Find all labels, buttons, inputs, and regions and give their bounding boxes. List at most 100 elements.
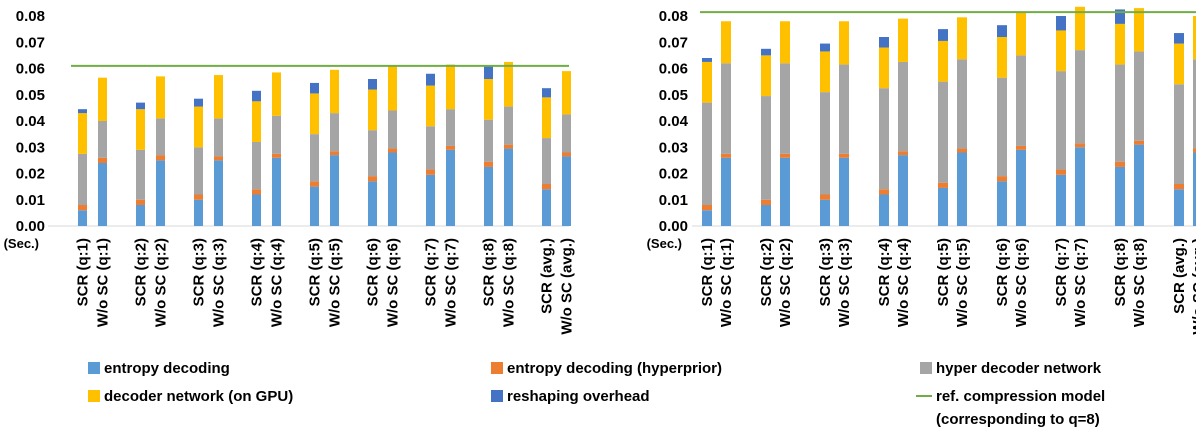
bar-segment-hyper-decoder-network — [562, 114, 571, 153]
bar-segment-reshaping-overhead — [368, 79, 377, 90]
bar-segment-entropy-decoding — [446, 149, 455, 226]
bar-segment-decoder-network — [839, 21, 849, 65]
bar-segment-entropy-hyperprior — [1115, 161, 1125, 167]
y-tick-label: 0.06 — [659, 61, 688, 78]
x-category-label: W/o SC (q:2) — [153, 238, 170, 327]
bar-segment-decoder-network — [368, 89, 377, 131]
bar-segment-entropy-hyperprior — [214, 156, 223, 161]
bar-segment-reshaping-overhead — [761, 48, 771, 56]
bar-segment-decoder-network — [938, 40, 948, 82]
bar-segment-entropy-decoding — [898, 155, 908, 226]
y-tick-label: 0.05 — [16, 87, 45, 104]
bar-segment-hyper-decoder-network — [252, 142, 261, 190]
bar-segment-decoder-network — [136, 109, 145, 150]
legend-swatch-hyper-decoder-network — [920, 362, 932, 374]
legend-label-ref-line: ref. compression model — [936, 388, 1105, 405]
bar-segment-decoder-network — [1193, 16, 1196, 60]
x-category-label: SCR (q:1) — [699, 238, 716, 306]
bar-segment-reshaping-overhead — [136, 102, 145, 110]
bar-segment-entropy-hyperprior — [1075, 143, 1085, 148]
bar-segment-hyper-decoder-network — [761, 96, 771, 200]
bar-segment-entropy-decoding — [542, 189, 551, 226]
y-tick-label: 0.05 — [659, 87, 688, 104]
bar-segment-entropy-hyperprior — [761, 199, 771, 205]
y-tick-label: 0.08 — [659, 8, 688, 25]
bar-segment-reshaping-overhead — [1174, 33, 1184, 44]
x-category-label: SCR (q:6) — [365, 238, 382, 306]
bar-segment-entropy-hyperprior — [702, 205, 712, 211]
bar-segment-reshaping-overhead — [484, 65, 493, 79]
bar-segment-decoder-network — [898, 18, 908, 62]
bar-segment-entropy-decoding — [1075, 147, 1085, 226]
bar-segment-entropy-decoding — [562, 156, 571, 226]
bar-segment-entropy-decoding — [879, 194, 889, 226]
bar-segment-entropy-hyperprior — [997, 176, 1007, 182]
bar-segment-decoder-network — [997, 37, 1007, 78]
bar-segment-entropy-decoding — [504, 148, 513, 226]
bar-segment-entropy-hyperprior — [310, 181, 319, 187]
bar-segment-decoder-network — [78, 113, 87, 154]
bar-segment-entropy-decoding — [702, 210, 712, 226]
bar-segment-hyper-decoder-network — [504, 106, 513, 145]
bar-segment-hyper-decoder-network — [194, 147, 203, 195]
bar-segment-hyper-decoder-network — [484, 119, 493, 162]
y-tick-label: 0.03 — [659, 139, 688, 156]
bar-segment-entropy-decoding — [1193, 152, 1196, 226]
bar-segment-entropy-hyperprior — [446, 145, 455, 150]
x-category-label: SCR (q:3) — [191, 238, 208, 306]
legend-label-entropy-hyperprior: entropy decoding (hyperprior) — [507, 360, 722, 377]
bar-segment-entropy-hyperprior — [1016, 145, 1026, 150]
bar-segment-decoder-network — [562, 71, 571, 115]
x-category-label: W/o SC (q:3) — [836, 238, 853, 327]
bar-segment-reshaping-overhead — [542, 88, 551, 98]
bar-segment-entropy-decoding — [1056, 174, 1066, 226]
x-category-label: SCR (q:7) — [423, 238, 440, 306]
bar-segment-decoder-network — [484, 79, 493, 120]
bar-segment-entropy-decoding — [388, 152, 397, 226]
legend-swatch-entropy-hyperprior — [491, 362, 503, 374]
y-tick-label: 0.07 — [16, 34, 45, 51]
bar-segment-entropy-hyperprior — [820, 194, 830, 200]
bar-segment-decoder-network — [1075, 6, 1085, 51]
right-chart-panel: 0.00 0.01 0.02 0.03 0.04 0.05 0.06 0.07 0.08 (Sec… — [647, 6, 1196, 335]
bar-segment-entropy-hyperprior — [272, 153, 281, 158]
bar-segment-entropy-decoding — [368, 181, 377, 226]
x-category-label: SCR (avg.) — [1171, 238, 1188, 314]
bar-segment-reshaping-overhead — [252, 90, 261, 102]
y-tick-label: 0.02 — [659, 166, 688, 183]
y-tick-label: 0.04 — [659, 113, 689, 130]
bar-segment-entropy-hyperprior — [1134, 140, 1144, 145]
bar-segment-entropy-hyperprior — [368, 176, 377, 182]
x-category-label: SCR (q:4) — [876, 238, 893, 306]
bar-segment-hyper-decoder-network — [136, 149, 145, 200]
y-tick-label: 0.06 — [16, 61, 45, 78]
bar-segment-entropy-hyperprior — [1174, 184, 1184, 190]
bar-segment-decoder-network — [1134, 8, 1144, 52]
bar-segment-reshaping-overhead — [78, 109, 87, 114]
bar-segment-hyper-decoder-network — [997, 77, 1007, 177]
bar-segment-decoder-network — [780, 21, 790, 64]
bar-segment-hyper-decoder-network — [780, 63, 790, 154]
bar-segment-entropy-decoding — [330, 155, 339, 226]
bar-segment-reshaping-overhead — [1056, 16, 1066, 31]
x-category-label: W/o SC (q:5) — [954, 238, 971, 327]
bar-segment-hyper-decoder-network — [98, 121, 107, 158]
bar-segment-reshaping-overhead — [997, 25, 1007, 37]
bar-segment-hyper-decoder-network — [957, 59, 967, 149]
legend-label-decoder-network: decoder network (on GPU) — [104, 388, 293, 405]
bar-segment-entropy-decoding — [1016, 149, 1026, 226]
bar-segment-entropy-decoding — [98, 163, 107, 226]
x-category-label: W/o SC (q:6) — [385, 238, 402, 327]
bar-segment-hyper-decoder-network — [1056, 71, 1066, 170]
bar-segment-decoder-network — [330, 69, 339, 114]
legend-label-ref-line-sub: (corresponding to q=8) — [936, 411, 1100, 428]
x-category-label: SCR (q:7) — [1053, 238, 1070, 306]
bar-segment-entropy-hyperprior — [136, 199, 145, 205]
legend-swatch-decoder-network — [88, 390, 100, 402]
bar-segment-decoder-network — [957, 17, 967, 60]
x-category-label: SCR (q:1) — [75, 238, 92, 306]
bar-segment-hyper-decoder-network — [330, 113, 339, 152]
bar-segment-entropy-hyperprior — [938, 182, 948, 188]
x-category-label: W/o SC (q:4) — [895, 238, 912, 327]
